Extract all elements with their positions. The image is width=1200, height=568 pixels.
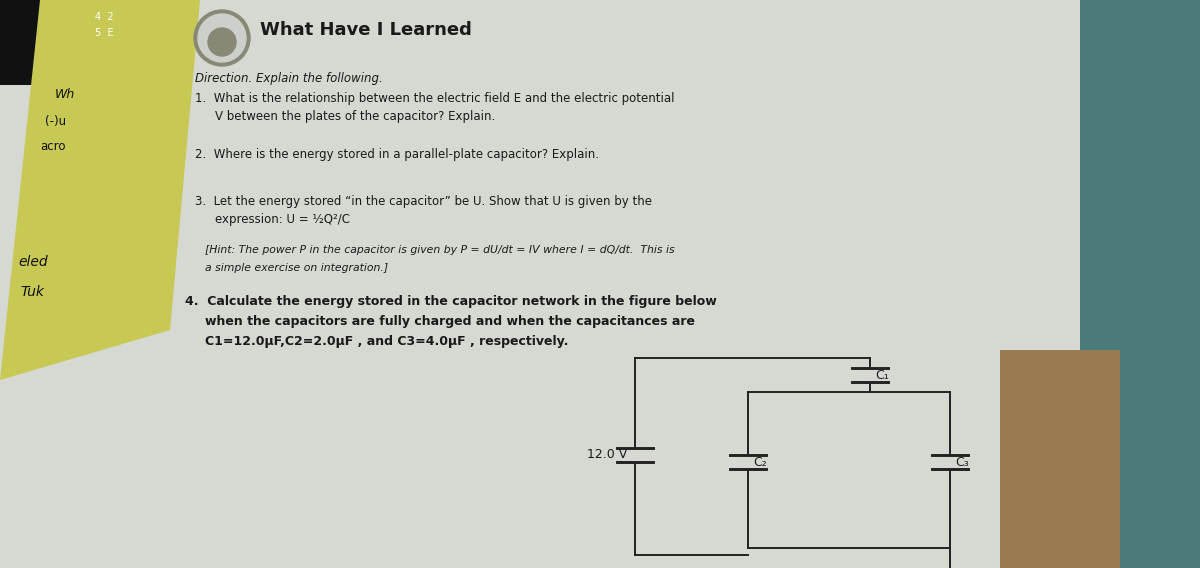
Text: 12.0 V: 12.0 V xyxy=(587,449,628,461)
Text: Wh: Wh xyxy=(55,88,76,101)
Bar xyxy=(1000,350,1120,568)
Text: 1.  What is the relationship between the electric field E and the electric poten: 1. What is the relationship between the … xyxy=(194,92,674,105)
Text: (-)u: (-)u xyxy=(46,115,66,128)
Text: 5  E: 5 E xyxy=(95,28,114,38)
Text: 2.  Where is the energy stored in a parallel-plate capacitor? Explain.: 2. Where is the energy stored in a paral… xyxy=(194,148,599,161)
Text: C₃: C₃ xyxy=(955,456,968,469)
Text: Tuk: Tuk xyxy=(20,285,44,299)
Text: What Have I Learned: What Have I Learned xyxy=(260,21,472,39)
Text: [Hint: The power P in the capacitor is given by P = dU/dt = IV where I = dQ/dt. : [Hint: The power P in the capacitor is g… xyxy=(205,245,674,255)
Polygon shape xyxy=(0,0,200,380)
Text: when the capacitors are fully charged and when the capacitances are: when the capacitors are fully charged an… xyxy=(205,315,695,328)
Text: Direction. Explain the following.: Direction. Explain the following. xyxy=(194,72,383,85)
Circle shape xyxy=(208,28,236,56)
Bar xyxy=(0,0,95,85)
Text: expression: U = ½Q²/C: expression: U = ½Q²/C xyxy=(215,213,350,226)
Text: V between the plates of the capacitor? Explain.: V between the plates of the capacitor? E… xyxy=(215,110,496,123)
Text: 4.  Calculate the energy stored in the capacitor network in the figure below: 4. Calculate the energy stored in the ca… xyxy=(185,295,716,308)
Text: C1=12.0μF,C2=2.0μF , and C3=4.0μF , respectively.: C1=12.0μF,C2=2.0μF , and C3=4.0μF , resp… xyxy=(205,335,569,348)
Text: a simple exercise on integration.]: a simple exercise on integration.] xyxy=(205,263,388,273)
Text: 4  2: 4 2 xyxy=(95,12,114,22)
Text: 3.  Let the energy stored “in the capacitor” be U. Show that U is given by the: 3. Let the energy stored “in the capacit… xyxy=(194,195,652,208)
Circle shape xyxy=(194,10,250,66)
Text: eled: eled xyxy=(18,255,48,269)
Circle shape xyxy=(198,14,246,62)
Bar xyxy=(1080,0,1200,568)
Text: C₁: C₁ xyxy=(875,369,889,382)
Text: C₂: C₂ xyxy=(754,456,767,469)
Text: acro: acro xyxy=(40,140,66,153)
